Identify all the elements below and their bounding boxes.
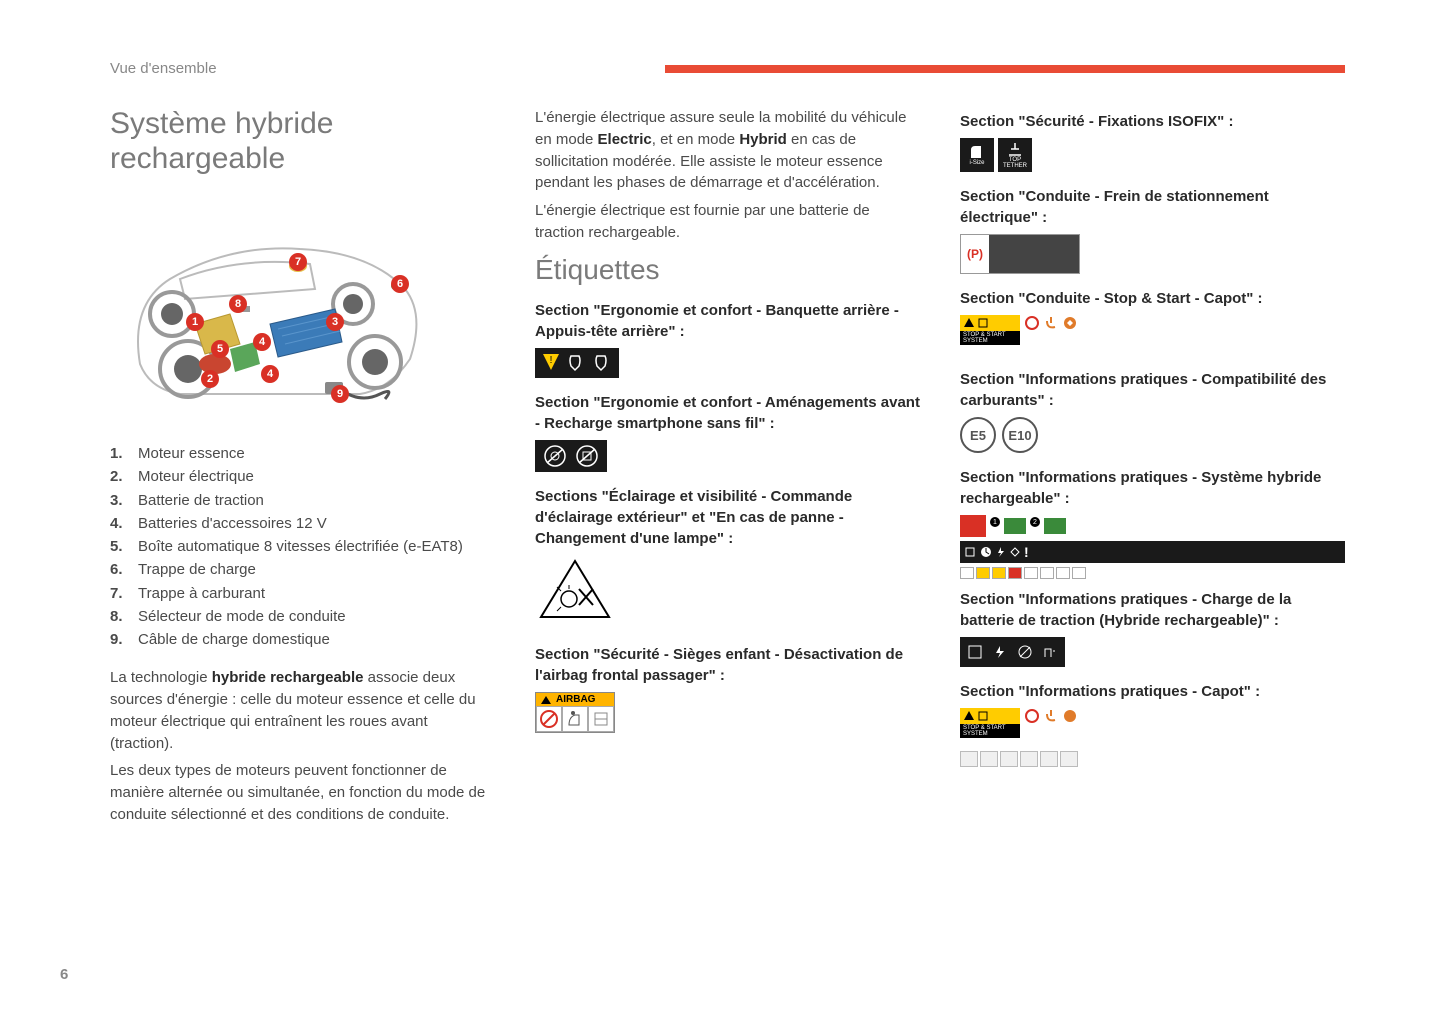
capot-label-icon: STOP & START SYSTEM	[960, 708, 1345, 767]
svg-text:4: 4	[267, 368, 274, 380]
charge-label-icon	[960, 637, 1065, 667]
page-number: 6	[60, 966, 68, 983]
section-ref-lighting: Sections "Éclairage et visibilité - Comm…	[535, 486, 920, 549]
callout-7: 7	[289, 253, 307, 271]
stopstart-label-icon: STOP & START SYSTEM	[960, 315, 1078, 355]
column-2: L'énergie électrique assure seule la mob…	[535, 107, 920, 832]
intro-paragraph-1: La technologie hybride rechargeable asso…	[110, 667, 495, 754]
callout-8: 8	[229, 295, 247, 313]
component-item: Moteur électrique	[110, 465, 495, 488]
callout-4: 4	[253, 333, 271, 351]
callout-1: 1	[186, 313, 204, 331]
content-columns: Système hybride rechargeable	[110, 107, 1345, 832]
section-breadcrumb: Vue d'ensemble	[110, 60, 665, 77]
section-ref-battery-charge: Section "Informations pratiques - Charge…	[960, 589, 1345, 631]
component-item: Sélecteur de mode de conduite	[110, 605, 495, 628]
page-header: Vue d'ensemble	[110, 60, 1345, 77]
fuel-compat-icon: E5 E10	[960, 417, 1038, 453]
airbag-label-icon: AIRBAG	[535, 692, 615, 733]
column-3: Section "Sécurité - Fixations ISOFIX" : …	[960, 107, 1345, 832]
component-item: Boîte automatique 8 vitesses électrifiée…	[110, 535, 495, 558]
section-ref-airbag: Section "Sécurité - Sièges enfant - Désa…	[535, 644, 920, 686]
component-item: Trappe à carburant	[110, 582, 495, 605]
intro-paragraph-2: Les deux types de moteurs peuvent foncti…	[110, 760, 495, 825]
svg-text:2: 2	[207, 373, 213, 385]
headrest-label-icon: !	[535, 348, 619, 378]
energy-paragraph-1: L'énergie électrique assure seule la mob…	[535, 107, 920, 194]
component-item: Moteur essence	[110, 442, 495, 465]
svg-text:1: 1	[993, 519, 997, 526]
component-list: Moteur essence Moteur électrique Batteri…	[110, 442, 495, 651]
hybrid-system-labels-icon: 1 2 !	[960, 515, 1345, 579]
labels-heading: Étiquettes	[535, 254, 920, 286]
accent-bar	[665, 65, 1345, 73]
component-item: Trappe de charge	[110, 558, 495, 581]
isofix-label-icon: i-Size TOP TETHER	[960, 138, 1032, 172]
svg-text:!: !	[550, 355, 553, 366]
wireless-label-icon	[535, 440, 607, 472]
hybrid-system-diagram: 1 2 3 4 4 5 6 7 8 9	[110, 194, 440, 424]
main-title: Système hybride rechargeable	[110, 107, 495, 176]
svg-text:7: 7	[295, 256, 301, 268]
svg-text:4: 4	[259, 336, 266, 348]
parking-brake-label-icon: (P)	[960, 234, 1080, 274]
section-ref-capot: Section "Informations pratiques - Capot"…	[960, 681, 1345, 702]
component-item: Câble de charge domestique	[110, 628, 495, 651]
svg-text:6: 6	[397, 278, 403, 290]
svg-text:2: 2	[1033, 519, 1037, 526]
callout-9: 9	[331, 385, 349, 403]
energy-paragraph-2: L'énergie électrique est fournie par une…	[535, 200, 920, 244]
section-ref-stopstart: Section "Conduite - Stop & Start - Capot…	[960, 288, 1345, 309]
section-ref-isofix: Section "Sécurité - Fixations ISOFIX" :	[960, 111, 1345, 132]
lamp-warning-icon	[535, 555, 615, 630]
callout-3: 3	[326, 313, 344, 331]
section-ref-wireless: Section "Ergonomie et confort - Aménagem…	[535, 392, 920, 434]
svg-text:3: 3	[332, 316, 338, 328]
component-item: Batterie de traction	[110, 489, 495, 512]
section-ref-parking-brake: Section "Conduite - Frein de stationneme…	[960, 186, 1345, 228]
callout-5: 5	[211, 340, 229, 358]
svg-text:5: 5	[217, 343, 223, 355]
column-1: Système hybride rechargeable	[110, 107, 495, 832]
svg-text:1: 1	[192, 316, 198, 328]
section-ref-headrest: Section "Ergonomie et confort - Banquett…	[535, 300, 920, 342]
callout-2: 2	[201, 370, 219, 388]
section-ref-fuel: Section "Informations pratiques - Compat…	[960, 369, 1345, 411]
svg-text:8: 8	[235, 298, 241, 310]
callout-6: 6	[391, 275, 409, 293]
section-ref-hybrid-system: Section "Informations pratiques - Systèm…	[960, 467, 1345, 509]
svg-text:9: 9	[337, 388, 343, 400]
callout-4b: 4	[261, 365, 279, 383]
component-item: Batteries d'accessoires 12 V	[110, 512, 495, 535]
